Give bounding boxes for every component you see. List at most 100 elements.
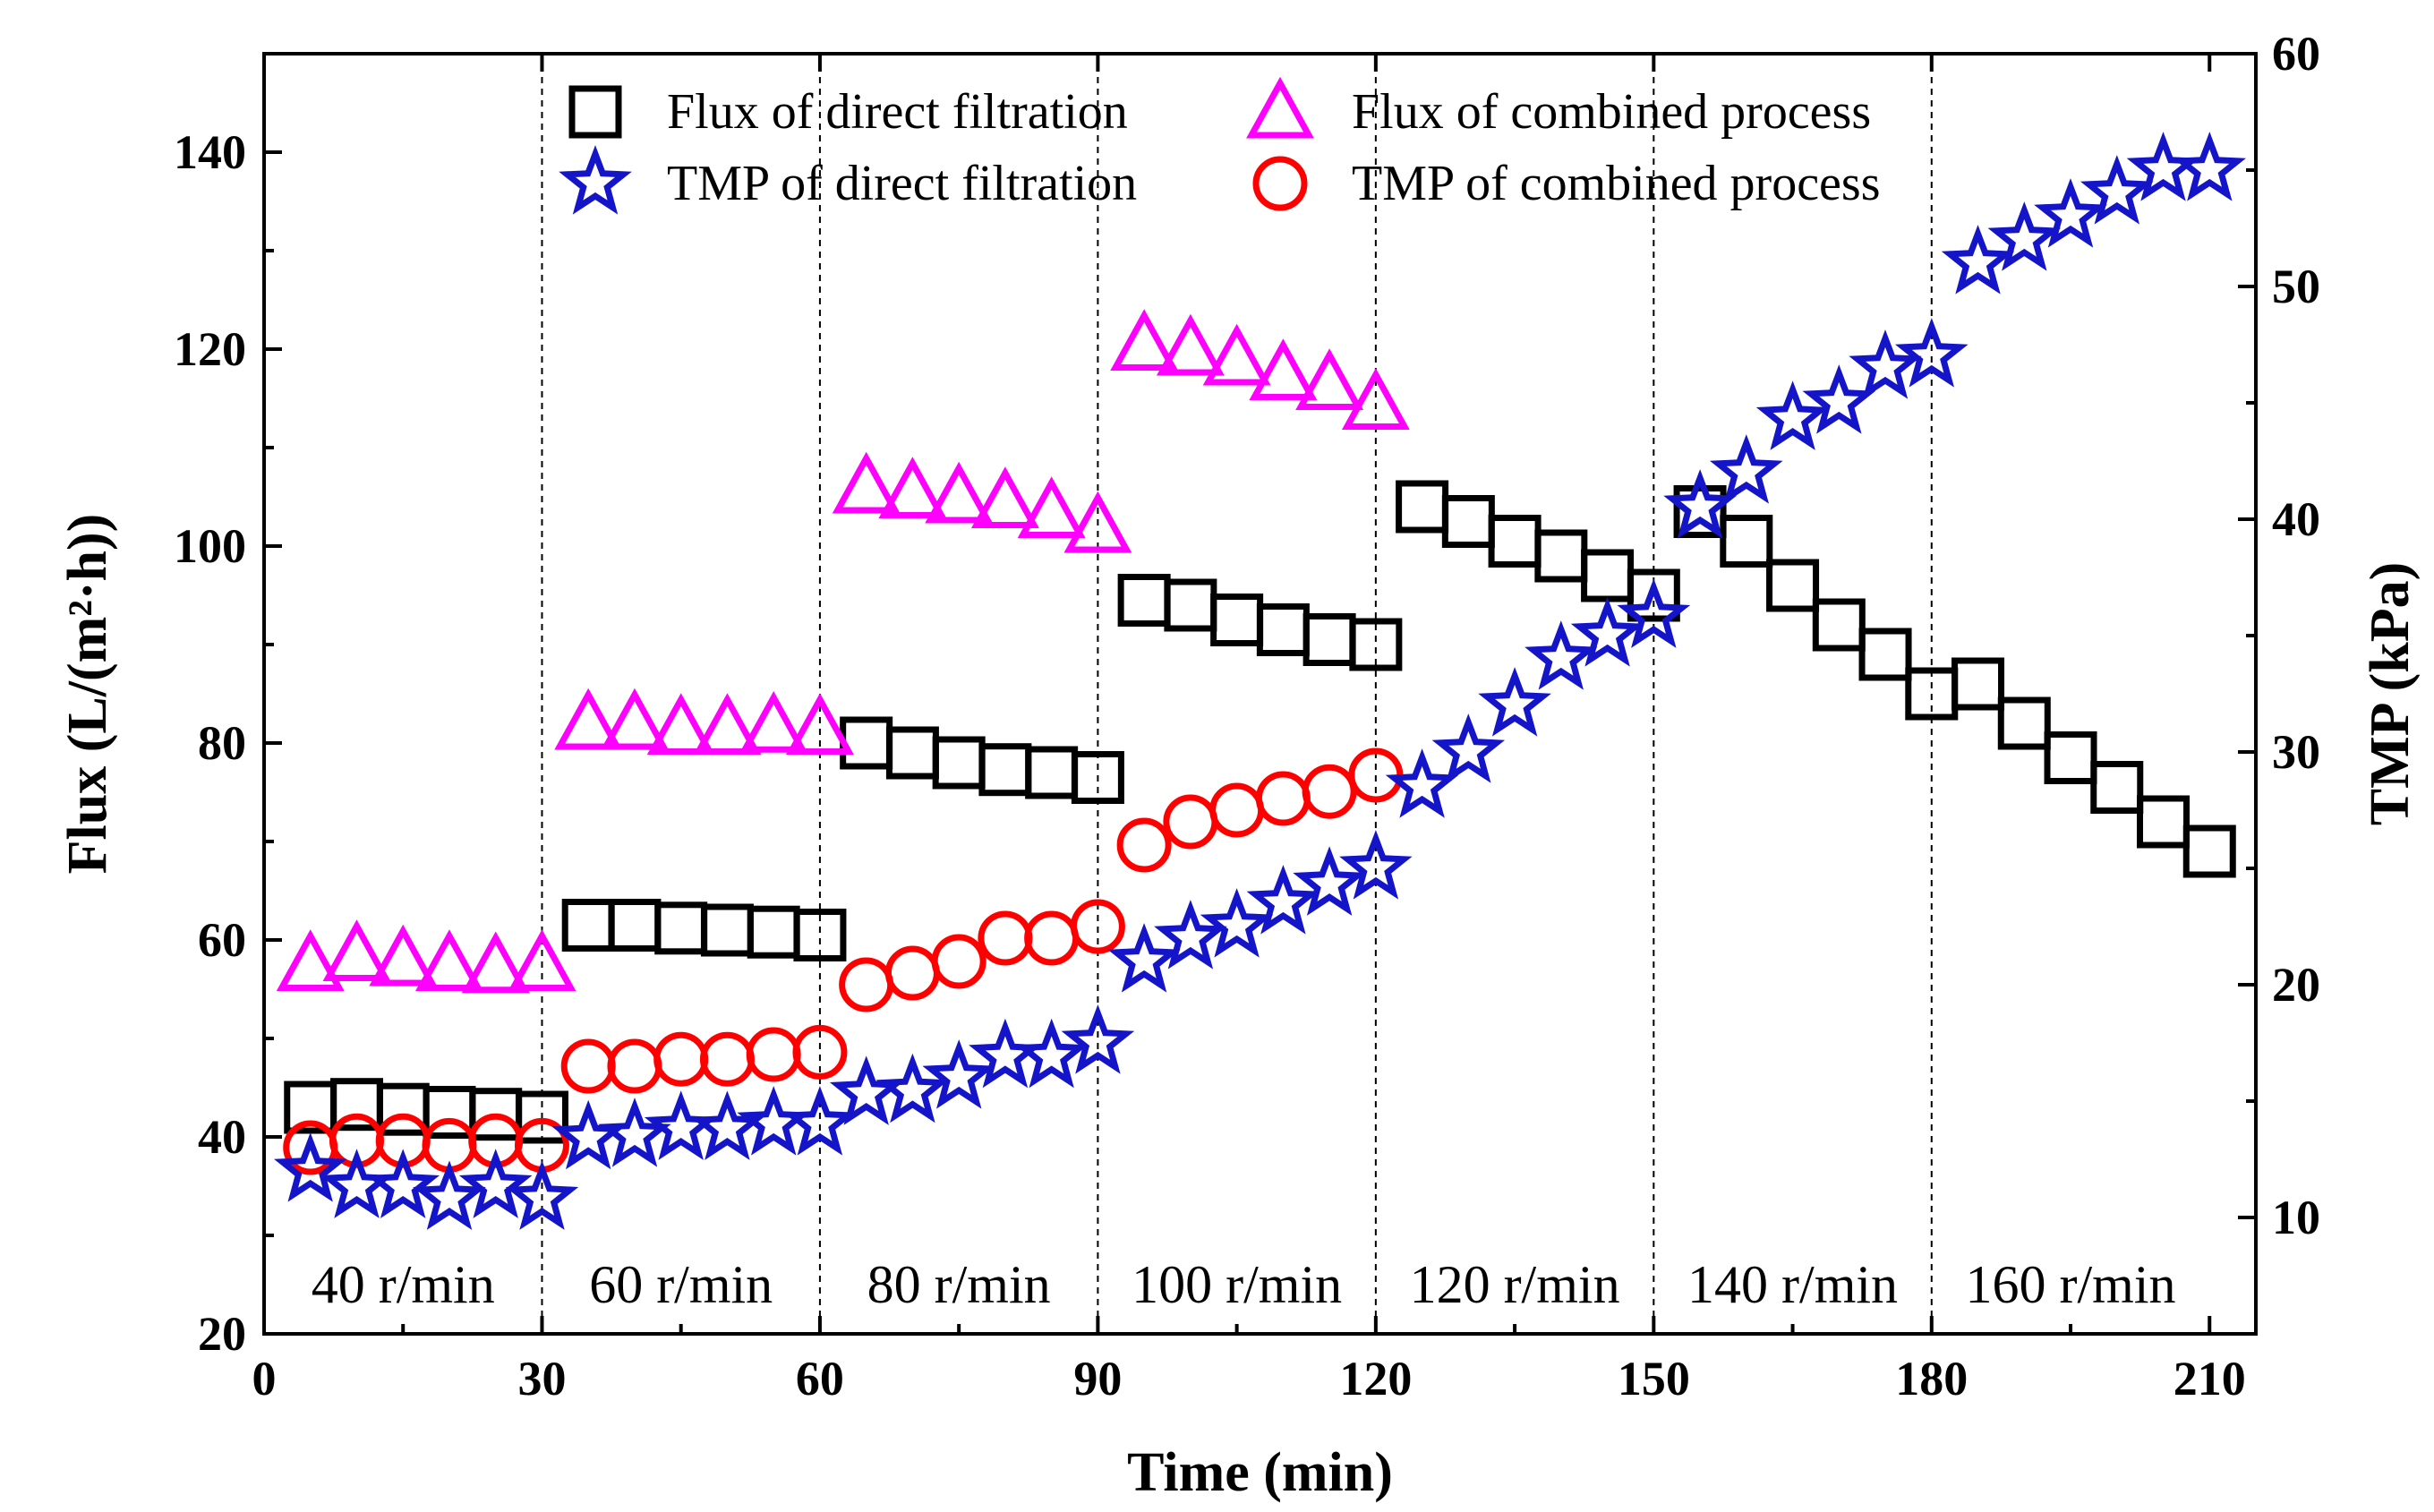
point-flux-of-direct-filtration <box>654 901 708 955</box>
y-right-tick-label: 60 <box>2272 27 2320 81</box>
speed-region-label: 140 r/min <box>1687 1255 1898 1314</box>
y-right-tick-label: 20 <box>2272 958 2320 1012</box>
point-flux-of-combined-process <box>461 931 530 994</box>
point-flux-of-combined-process <box>970 466 1039 528</box>
point-flux-of-direct-filtration <box>1534 529 1588 583</box>
point-flux-of-direct-filtration <box>515 1090 568 1144</box>
point-tmp-of-combined-process <box>1070 899 1125 954</box>
x-axis-title: Time (min) <box>1127 1442 1393 1503</box>
point-tmp-of-combined-process <box>746 1027 801 1082</box>
plot-frame <box>262 52 2258 1336</box>
point-flux-of-direct-filtration <box>1720 515 1773 568</box>
y-axis-left-ticks: 20 40 60 80 100 120 140 <box>174 125 282 1361</box>
point-tmp-of-direct-filtration <box>551 1099 626 1170</box>
point-flux-of-direct-filtration <box>1581 549 1635 602</box>
divider-lines <box>541 54 1933 1334</box>
point-flux-of-direct-filtration <box>840 716 893 770</box>
point-flux-of-direct-filtration <box>1488 515 1542 568</box>
point-tmp-of-direct-filtration <box>366 1149 440 1218</box>
x-tick-label: 0 <box>252 1352 277 1405</box>
point-tmp-of-direct-filtration <box>922 1039 995 1109</box>
speed-region-label: 160 r/min <box>1966 1255 2176 1314</box>
axes <box>262 52 2258 1336</box>
point-flux-of-combined-process <box>322 919 391 981</box>
point-tmp-of-direct-filtration <box>1987 201 2062 271</box>
point-tmp-of-direct-filtration <box>413 1160 486 1230</box>
point-tmp-of-direct-filtration <box>1385 748 1459 818</box>
point-flux-of-direct-filtration <box>1071 751 1124 804</box>
legend: Flux of direct filtration Flux of combine… <box>559 76 1881 215</box>
point-tmp-of-combined-process <box>884 945 940 1001</box>
point-tmp-of-combined-process <box>931 934 986 989</box>
point-tmp-of-direct-filtration <box>458 1149 533 1218</box>
point-tmp-of-direct-filtration <box>1755 380 1830 450</box>
point-tmp-of-combined-process <box>839 957 894 1012</box>
point-tmp-of-direct-filtration <box>1014 1018 1089 1089</box>
point-flux-of-combined-process <box>739 691 808 753</box>
legend-marker-tmp-of-direct-filtration <box>559 145 632 215</box>
point-tmp-of-direct-filtration <box>1339 830 1413 900</box>
point-tmp-of-direct-filtration <box>2080 155 2154 225</box>
y-right-tick-label: 10 <box>2272 1191 2320 1244</box>
x-tick-label: 120 <box>1339 1352 1412 1405</box>
point-tmp-of-direct-filtration <box>1431 713 1506 783</box>
point-flux-of-combined-process <box>1063 491 1132 553</box>
point-flux-of-direct-filtration <box>1673 485 1727 538</box>
y-right-tick-label: 30 <box>2272 725 2320 779</box>
point-flux-of-direct-filtration <box>2182 824 2236 878</box>
point-flux-of-combined-process <box>601 688 669 750</box>
point-tmp-of-combined-process <box>978 910 1033 966</box>
point-tmp-of-direct-filtration <box>1061 1004 1135 1074</box>
point-tmp-of-combined-process <box>653 1031 709 1087</box>
point-tmp-of-direct-filtration <box>1663 469 1737 539</box>
legend-marker-flux-of-combined-process <box>1246 76 1314 139</box>
point-tmp-of-combined-process <box>699 1031 755 1087</box>
point-tmp-of-direct-filtration <box>2034 178 2107 248</box>
point-flux-of-combined-process <box>832 451 901 514</box>
point-tmp-of-direct-filtration <box>1246 865 1320 935</box>
y-left-tick-label: 20 <box>198 1307 246 1361</box>
y-left-tick-label: 100 <box>174 519 246 573</box>
series-tmp-of-direct-filtration <box>274 132 2246 1230</box>
y-left-tick-label: 120 <box>174 322 246 376</box>
point-tmp-of-direct-filtration <box>598 1098 671 1167</box>
point-flux-of-combined-process <box>878 457 947 518</box>
legend-label: TMP of direct filtration <box>667 156 1137 211</box>
legend-marker-tmp-of-combined-process <box>1252 156 1308 211</box>
point-flux-of-combined-process <box>554 688 623 750</box>
point-flux-of-direct-filtration <box>1256 603 1310 656</box>
speed-region-label: 40 r/min <box>312 1255 495 1314</box>
point-flux-of-combined-process <box>925 461 994 524</box>
legend-label: Flux of direct filtration <box>667 84 1128 140</box>
x-tick-label: 30 <box>517 1352 566 1405</box>
point-tmp-of-combined-process <box>560 1038 616 1094</box>
point-flux-of-direct-filtration <box>608 899 662 952</box>
point-tmp-of-direct-filtration <box>829 1055 903 1125</box>
series-flux-of-direct-filtration <box>284 480 2236 1144</box>
point-flux-of-direct-filtration <box>1349 618 1403 671</box>
point-flux-of-direct-filtration <box>1441 495 1495 548</box>
point-flux-of-combined-process <box>693 693 762 755</box>
point-flux-of-combined-process <box>1295 348 1364 410</box>
point-tmp-of-direct-filtration <box>1154 900 1227 970</box>
y-left-tick-label: 60 <box>198 913 246 967</box>
y-right-tick-label: 40 <box>2272 492 2320 546</box>
legend-label: Flux of combined process <box>1352 84 1871 140</box>
point-tmp-of-direct-filtration <box>1107 923 1181 993</box>
point-tmp-of-direct-filtration <box>644 1090 718 1160</box>
point-tmp-of-combined-process <box>1209 782 1265 838</box>
x-tick-label: 180 <box>1895 1352 1968 1405</box>
point-flux-of-direct-filtration <box>932 736 986 790</box>
point-flux-of-direct-filtration <box>1164 578 1217 632</box>
point-flux-of-direct-filtration <box>1210 594 1264 646</box>
point-flux-of-direct-filtration <box>1858 628 1912 681</box>
point-tmp-of-direct-filtration <box>1849 329 1922 399</box>
point-flux-of-direct-filtration <box>978 743 1032 797</box>
point-flux-of-direct-filtration <box>561 899 615 952</box>
point-tmp-of-direct-filtration <box>2173 132 2246 201</box>
x-tick-label: 150 <box>1618 1352 1690 1405</box>
point-tmp-of-combined-process <box>607 1038 662 1094</box>
y-right-tick-label: 50 <box>2272 260 2320 313</box>
point-tmp-of-combined-process <box>1255 771 1311 826</box>
series-tmp-of-combined-process <box>283 747 1404 1175</box>
